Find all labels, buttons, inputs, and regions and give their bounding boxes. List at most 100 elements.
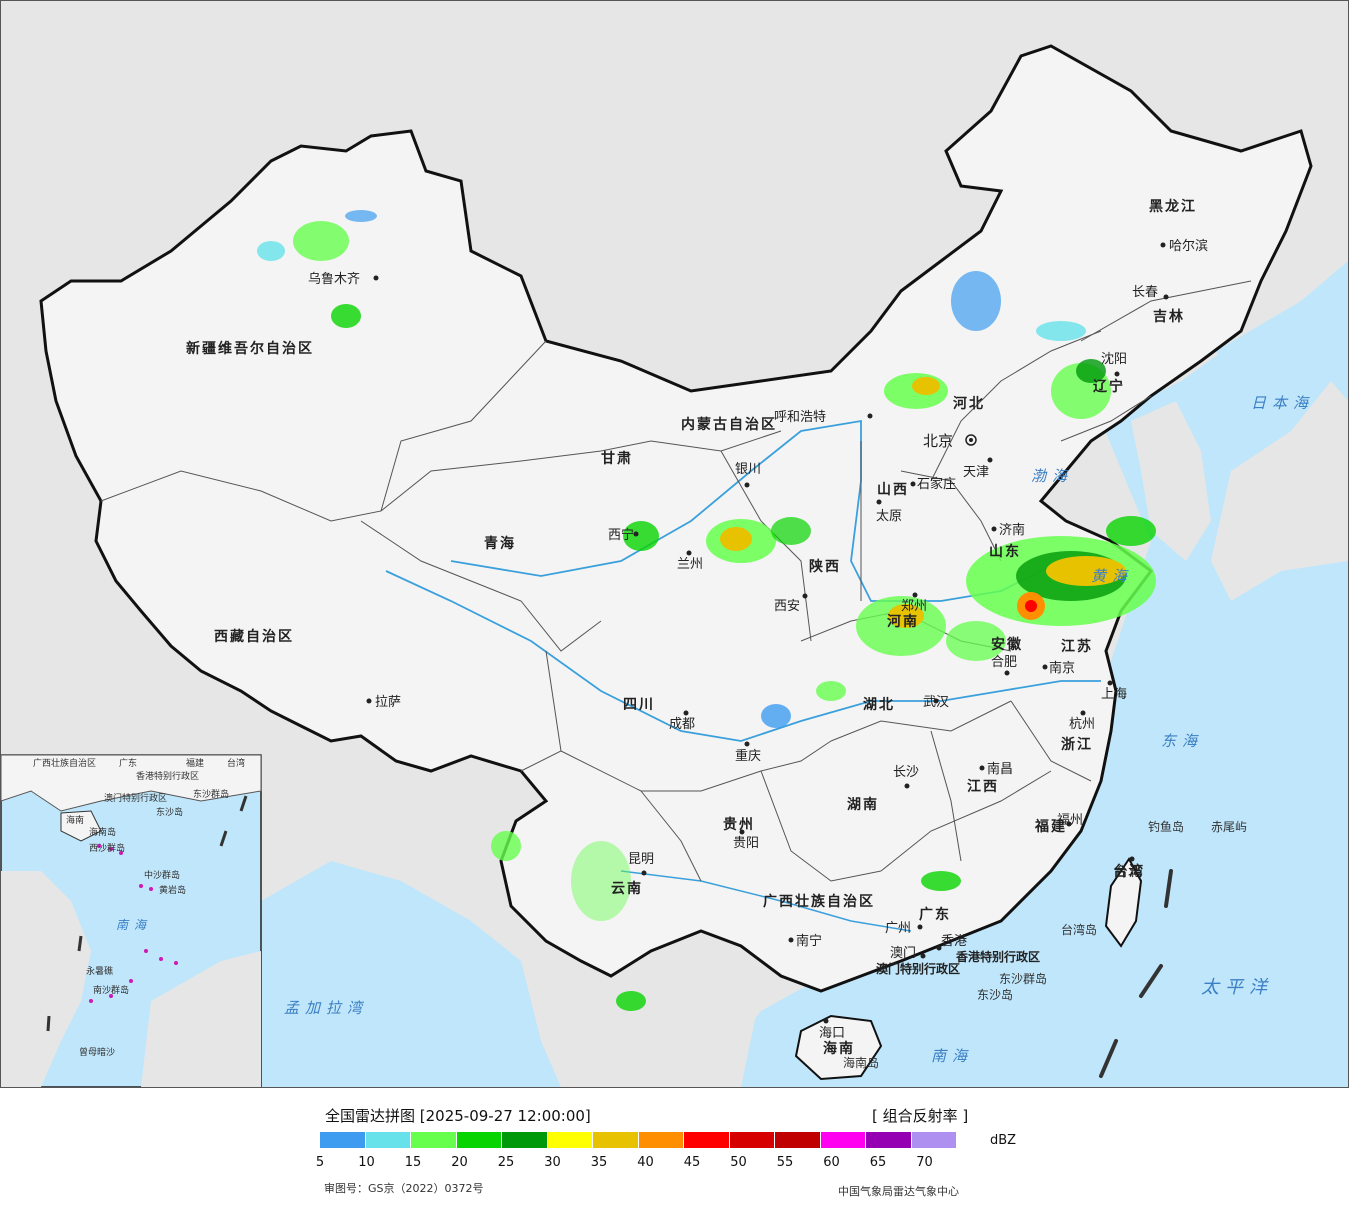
legend-swatch (320, 1132, 366, 1148)
svg-text:哈尔滨: 哈尔滨 (1169, 238, 1208, 254)
svg-text:昆明: 昆明 (628, 852, 654, 867)
province-label: 内蒙古自治区 (681, 416, 777, 433)
ocean-bay-of-bengal (261, 861, 561, 1087)
city-wuhan: 武汉 (923, 695, 949, 710)
svg-text:济南: 济南 (999, 522, 1025, 538)
taiwan-island (1104, 857, 1143, 948)
legend-tick: 70 (916, 1155, 933, 1170)
city-hangzhou: 杭州 (1069, 710, 1095, 732)
city-haikou: 海口 (819, 1018, 845, 1041)
svg-text:日本海: 日本海 (1251, 394, 1314, 412)
svg-text:香港特别行政区: 香港特别行政区 (136, 770, 199, 782)
province-label: 贵州 (723, 816, 755, 833)
hk-sar-label: 香港特别行政区 (955, 949, 1040, 964)
echo-southwest (491, 681, 961, 1011)
svg-text:东海: 东海 (1161, 732, 1203, 750)
svg-text:天津: 天津 (963, 465, 989, 480)
svg-text:郑州: 郑州 (901, 599, 927, 614)
svg-text:上海: 上海 (1101, 687, 1127, 702)
svg-text:曾母暗沙: 曾母暗沙 (79, 1046, 115, 1058)
legend-title: 全国雷达拼图 [2025-09-27 12:00:00] (325, 1107, 591, 1125)
city-harbin: 哈尔滨 (1160, 238, 1208, 254)
city-nanchang: 南昌 (979, 761, 1013, 777)
svg-text:赤尾屿: 赤尾屿 (1211, 820, 1247, 834)
svg-text:台北: 台北 (1115, 865, 1141, 880)
legend-tick: 35 (590, 1155, 608, 1170)
legend-swatch (866, 1132, 912, 1148)
province-label: 江西 (967, 778, 999, 795)
province-label: 四川 (623, 697, 655, 713)
svg-text:西安: 西安 (774, 599, 800, 614)
province-labels: 新疆维吾尔自治区 西藏自治区 青海 甘肃 内蒙古自治区 四川 云南 贵州 广西壮… (186, 198, 1197, 1057)
svg-text:中沙群岛: 中沙群岛 (144, 869, 180, 881)
svg-text:南京: 南京 (1049, 660, 1075, 676)
svg-text:海南岛: 海南岛 (843, 1055, 879, 1070)
svg-text:沈阳: 沈阳 (1101, 352, 1127, 367)
svg-text:南海: 南海 (116, 918, 152, 932)
neighbor-land-japan (1211, 381, 1348, 601)
province-label: 山西 (877, 482, 909, 498)
legend-tick: 55 (776, 1155, 794, 1170)
city-fuzhou: 福州 (1057, 813, 1083, 828)
legend-swatch (456, 1132, 502, 1148)
pearl-river (620, 870, 912, 932)
svg-text:黄岩岛: 黄岩岛 (159, 884, 186, 896)
svg-text:南昌: 南昌 (987, 761, 1013, 777)
svg-text:香港: 香港 (941, 934, 967, 949)
color-scale-bar (320, 1132, 957, 1148)
legend-tick: 25 (497, 1155, 515, 1170)
svg-text:西沙群岛: 西沙群岛 (89, 842, 125, 854)
legend-swatch (729, 1132, 775, 1148)
svg-text:台湾: 台湾 (227, 757, 245, 769)
svg-text:东沙岛: 东沙岛 (156, 806, 183, 818)
svg-text:太平洋: 太平洋 (1201, 977, 1273, 998)
legend-tick: 50 (730, 1155, 747, 1170)
svg-text:太原: 太原 (876, 509, 902, 524)
city-markers: 乌鲁木齐 拉萨 西宁 兰州 银川 呼和浩特 北京 天津 石家庄 太原 济南 郑州… (308, 238, 1208, 1041)
city-chengdu: 成都 (669, 710, 695, 732)
svg-text:台湾岛: 台湾岛 (1061, 922, 1097, 937)
legend-swatch (502, 1132, 548, 1148)
map-canvas: 新疆维吾尔自治区 西藏自治区 青海 甘肃 内蒙古自治区 四川 云南 贵州 广西壮… (1, 44, 1348, 1087)
city-chongqing: 重庆 (735, 741, 761, 764)
svg-text:广东: 广东 (119, 757, 137, 769)
legend-swatch (775, 1132, 821, 1148)
province-label: 黑龙江 (1149, 198, 1197, 215)
legend-tick: 5 (315, 1155, 325, 1170)
province-label: 山东 (989, 543, 1021, 560)
macau-sar-label: 澳门特别行政区 (876, 961, 960, 976)
svg-text:渤海: 渤海 (1031, 467, 1073, 485)
legend-swatch (820, 1132, 866, 1148)
city-xian: 西安 (774, 593, 808, 614)
city-nanjing: 南京 (1042, 660, 1075, 676)
province-label: 陕西 (809, 558, 841, 575)
city-kunming: 昆明 (628, 852, 654, 876)
legend-unit: dBZ (990, 1133, 1017, 1148)
city-lanzhou: 兰州 (677, 550, 703, 572)
svg-text:东沙岛: 东沙岛 (977, 987, 1013, 1002)
south-china-sea-inset: 广西壮族自治区 广东 福建 台湾 香港特别行政区 澳门特别行政区 东沙群岛 东沙… (1, 754, 262, 1087)
svg-text:广西壮族自治区: 广西壮族自治区 (33, 757, 96, 769)
city-changchun: 长春 (1132, 285, 1169, 300)
city-hongkong: 香港 (936, 934, 967, 951)
svg-text:长春: 长春 (1132, 285, 1158, 300)
svg-text:西宁: 西宁 (608, 527, 634, 543)
city-hohhot: 呼和浩特 (774, 410, 873, 425)
svg-text:呼和浩特: 呼和浩特 (774, 410, 826, 425)
svg-text:南沙群岛: 南沙群岛 (93, 984, 129, 996)
svg-text:兰州: 兰州 (677, 557, 703, 572)
province-label: 新疆维吾尔自治区 (186, 340, 314, 357)
city-hefei: 合肥 (991, 655, 1017, 676)
legend-swatch (547, 1132, 593, 1148)
svg-text:合肥: 合肥 (991, 655, 1017, 670)
svg-text:南海: 南海 (931, 1047, 973, 1065)
province-label: 海南 (823, 1040, 855, 1057)
province-label: 浙江 (1061, 736, 1093, 753)
province-label: 河南 (887, 613, 919, 630)
svg-text:钓鱼岛: 钓鱼岛 (1148, 819, 1184, 834)
legend-swatch (365, 1132, 411, 1148)
radar-echoes (257, 210, 1156, 1011)
city-taipei: 台北 (1115, 856, 1141, 880)
hainan-island (794, 1014, 883, 1081)
city-taiyuan: 太原 (876, 499, 902, 524)
